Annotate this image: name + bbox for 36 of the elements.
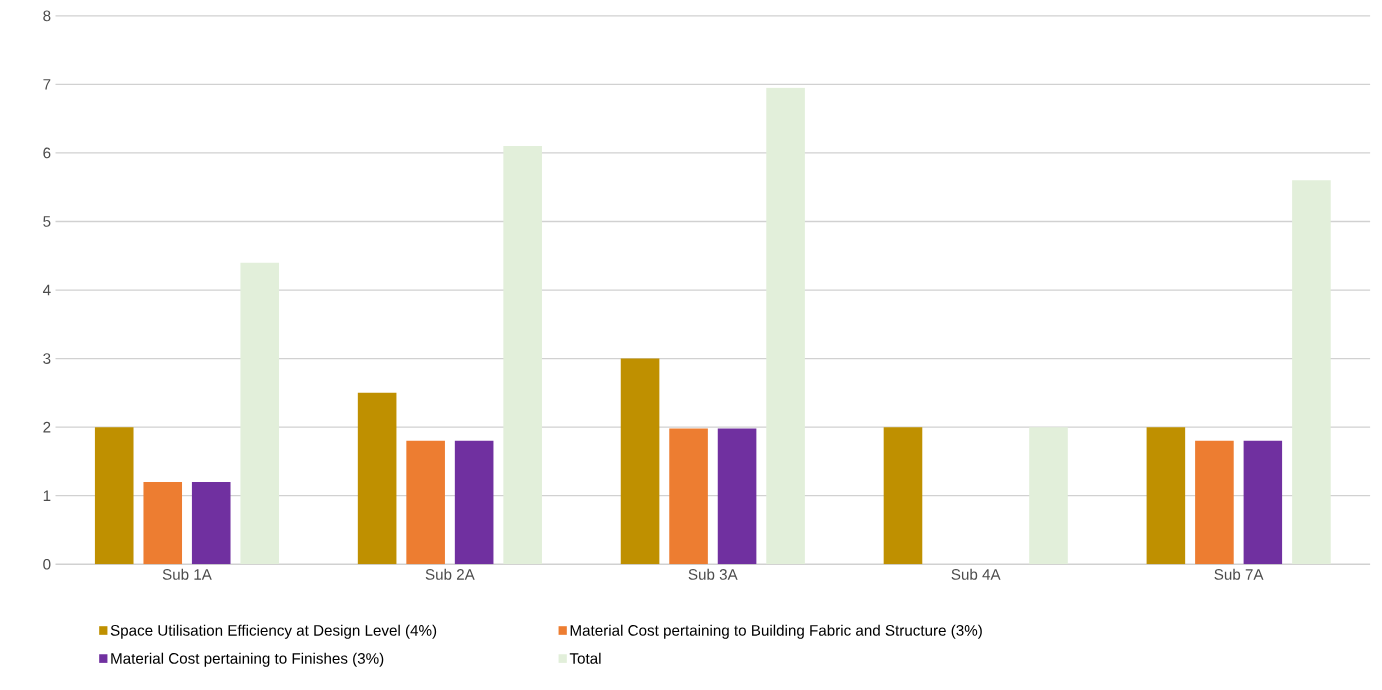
legend-label: Material Cost pertaining to Finishes (3%) [111,652,384,667]
x-tick-label: Sub 2A [425,568,475,580]
y-tick-label: 4 [42,284,51,296]
bar [1243,440,1283,565]
bar [883,427,923,565]
bar [1146,427,1186,565]
bar [406,440,445,565]
bar [94,427,134,565]
y-tick-label: 7 [43,79,51,90]
x-tick-label: Sub 7A [1214,568,1264,580]
x-tick-label: Sub 1A [162,568,212,580]
y-tick-label: 0 [43,558,51,570]
y-tick-label: 1 [43,490,51,501]
bar [1195,440,1234,565]
legend-label: Total [569,652,601,664]
bar [1292,180,1331,565]
bar [669,428,708,565]
x-tick-label: Sub 3A [688,568,738,580]
y-tick-label: 6 [43,147,51,159]
bar [620,358,660,565]
legend-label: Material Cost pertaining to Building Fabric and Structure (3%) [570,624,982,639]
y-tick-label: 5 [43,216,51,227]
bar [240,262,280,565]
x-tick-label: Sub 4A [951,568,1001,580]
bar [766,87,805,565]
bar [454,440,494,565]
y-tick-label: 8 [43,10,51,22]
bar [191,482,231,565]
bar [357,392,397,565]
y-tick-label: 2 [43,421,51,433]
bar [503,146,542,565]
y-tick-label: 3 [43,353,51,364]
legend-label: Space Utilisation Efficiency at Design Level (4%) [110,624,437,639]
bar [143,482,183,565]
bar [717,428,757,565]
bar [1029,427,1068,565]
